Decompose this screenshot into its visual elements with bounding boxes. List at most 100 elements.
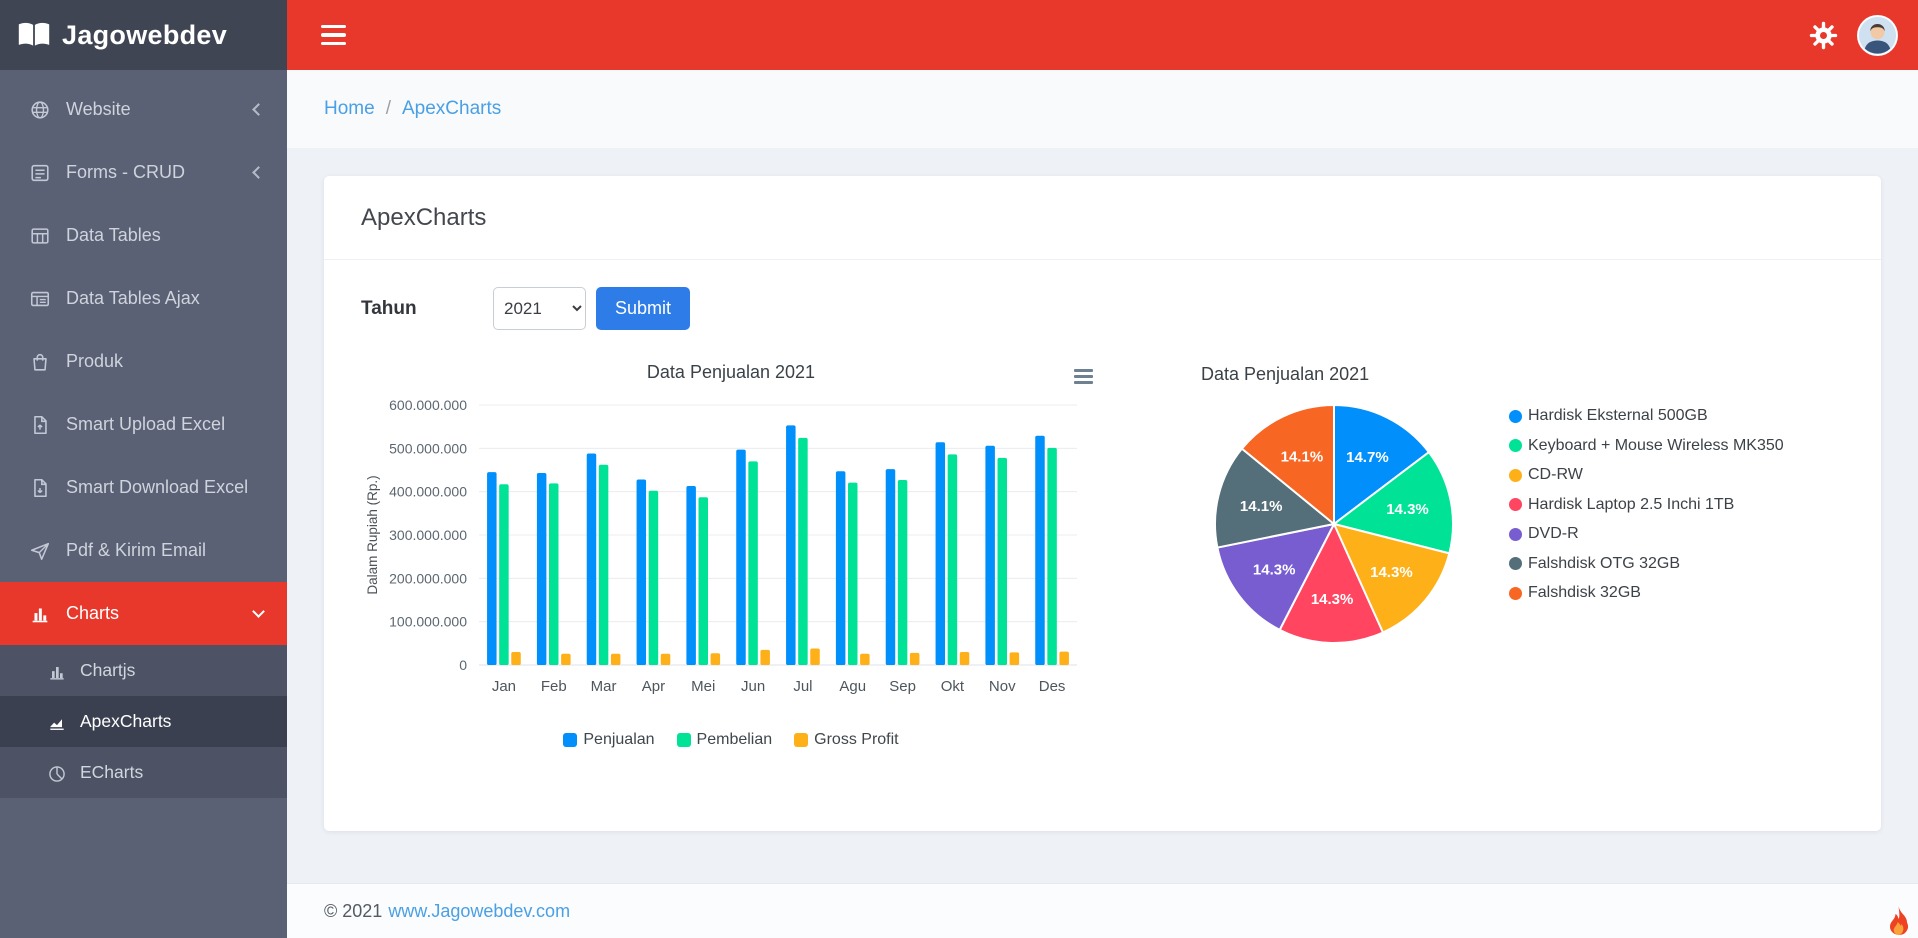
sidebar-item-produk[interactable]: Produk: [0, 330, 287, 393]
breadcrumb-home-link[interactable]: Home: [324, 98, 375, 119]
sidebar-item-smart-download-excel[interactable]: Smart Download Excel: [0, 456, 287, 519]
chart-menu-icon[interactable]: [1070, 362, 1097, 391]
x-tick-label: Okt: [941, 678, 965, 695]
bar-gross-profit-des[interactable]: [1059, 651, 1069, 665]
bar-penjualan-apr[interactable]: [636, 479, 647, 665]
bar-penjualan-des[interactable]: [1035, 435, 1045, 665]
bar-pembelian-mar[interactable]: [598, 464, 609, 665]
bar-gross-profit-jul[interactable]: [810, 648, 820, 665]
y-tick-label: 400.000.000: [389, 484, 467, 500]
submit-button[interactable]: Submit: [596, 287, 691, 330]
bar-penjualan-jan[interactable]: [487, 472, 497, 665]
pie-slice-keyboard-mouse-wireless-mk350[interactable]: [1331, 450, 1454, 555]
sidebar-item-label: Website: [66, 99, 131, 119]
bar-gross-profit-okt[interactable]: [959, 652, 970, 665]
footer-link[interactable]: www.Jagowebdev.com: [388, 900, 571, 921]
legend-label: DVD-R: [1528, 525, 1579, 542]
sidebar-item-pdf-kirim-email[interactable]: Pdf & Kirim Email: [0, 519, 287, 582]
bar-gross-profit-jun[interactable]: [760, 649, 770, 665]
y-tick-label: 600.000.000: [389, 397, 467, 413]
bar-gross-profit-apr[interactable]: [660, 653, 671, 665]
legend-label: Pembelian: [696, 731, 773, 748]
y-tick-label: 0: [459, 657, 467, 673]
sidebar-item-label: Data Tables: [66, 225, 161, 245]
bar-pembelian-jan[interactable]: [499, 484, 509, 665]
bar-gross-profit-mar[interactable]: [610, 653, 621, 665]
bar-pembelian-des[interactable]: [1047, 447, 1057, 665]
brand-name: Jagowebdev: [62, 19, 228, 50]
sidebar-item-echarts[interactable]: ECharts: [0, 747, 287, 798]
bar-pembelian-jun[interactable]: [748, 461, 758, 665]
bar-penjualan-mei[interactable]: [686, 486, 696, 665]
legend-marker-icon: [563, 733, 578, 747]
bar-pembelian-feb[interactable]: [549, 483, 559, 665]
pie-slice-falshdisk-otg-32gb[interactable]: [1214, 447, 1337, 549]
sidebar-item-forms-crud[interactable]: Forms - CRUD: [0, 141, 287, 204]
bar-pembelian-nov[interactable]: [997, 457, 1008, 665]
sidebar-item-label: Smart Upload Excel: [66, 414, 226, 434]
flame-icon[interactable]: [1885, 905, 1912, 936]
bar-pembelian-sep[interactable]: [897, 479, 908, 665]
brand[interactable]: Jagowebdev: [0, 0, 287, 70]
pie-slice-hardisk-eksternal-500gb[interactable]: [1333, 403, 1431, 527]
bar-gross-profit-feb[interactable]: [561, 653, 571, 665]
bar-legend-item-gross-profit[interactable]: Gross Profit: [794, 731, 899, 749]
sidebar-item-smart-upload-excel[interactable]: Smart Upload Excel: [0, 393, 287, 456]
bar-gross-profit-sep[interactable]: [909, 652, 920, 665]
bar-penjualan-nov[interactable]: [985, 445, 995, 665]
pie-slice-falshdisk-32gb[interactable]: [1240, 403, 1335, 527]
top-navbar: [287, 0, 1918, 70]
footer: © 2021 www.Jagowebdev.com: [287, 883, 1918, 938]
sidebar-toggle-button[interactable]: [315, 19, 352, 52]
bar-penjualan-agu[interactable]: [835, 471, 846, 665]
pie-legend-item-cd-rw[interactable]: CD-RW: [1509, 466, 1784, 484]
pie-legend-item-keyboard-mouse-wireless-mk350[interactable]: Keyboard + Mouse Wireless MK350: [1509, 437, 1784, 455]
sidebar-item-label: Data Tables Ajax: [66, 288, 200, 308]
legend-marker-icon: [676, 733, 691, 747]
legend-label: Hardisk Eksternal 500GB: [1528, 407, 1708, 424]
bar-penjualan-okt[interactable]: [935, 442, 946, 665]
user-avatar[interactable]: [1857, 14, 1898, 56]
bar-penjualan-jul[interactable]: [786, 425, 796, 665]
legend-marker-icon: [1509, 498, 1522, 511]
sidebar-item-data-tables-ajax[interactable]: Data Tables Ajax: [0, 267, 287, 330]
bar-pembelian-apr[interactable]: [648, 490, 659, 665]
bar-gross-profit-jan[interactable]: [511, 652, 521, 665]
pie-legend-item-falshdisk-32gb[interactable]: Falshdisk 32GB: [1509, 584, 1784, 602]
pie-slice-hardisk-laptop-2-5-inchi-1tb[interactable]: [1278, 521, 1385, 644]
bar-legend-item-penjualan[interactable]: Penjualan: [563, 731, 655, 749]
pie-slice-cd-rw[interactable]: [1332, 522, 1451, 634]
x-tick-label: Agu: [839, 678, 866, 695]
pie-slice-label: 14.3%: [1386, 501, 1429, 518]
pie-legend-item-hardisk-laptop-2-5-inchi-1tb[interactable]: Hardisk Laptop 2.5 Inchi 1TB: [1509, 496, 1784, 514]
bar-penjualan-mar[interactable]: [586, 453, 597, 665]
bar-chart-legend: Penjualan Pembelian Gross Profit: [361, 731, 1101, 749]
sidebar-item-data-tables[interactable]: Data Tables: [0, 204, 287, 267]
sidebar-item-website[interactable]: Website: [0, 78, 287, 141]
bar-pembelian-agu[interactable]: [848, 482, 858, 665]
table-icon: [29, 225, 51, 247]
pie-legend-item-falshdisk-otg-32gb[interactable]: Falshdisk OTG 32GB: [1509, 555, 1784, 573]
y-tick-label: 200.000.000: [389, 570, 467, 586]
bar-penjualan-feb[interactable]: [536, 473, 547, 665]
pie-legend-item-dvd-r[interactable]: DVD-R: [1509, 525, 1784, 543]
bar-penjualan-jun[interactable]: [736, 449, 746, 665]
year-select[interactable]: 2021: [493, 287, 586, 330]
sidebar-item-apexcharts[interactable]: ApexCharts: [0, 696, 287, 747]
sidebar-item-charts[interactable]: Charts: [0, 582, 287, 645]
sidebar-menu: Website Forms - CRUD Data Tables Data Table…: [0, 70, 287, 798]
sidebar-item-chartjs[interactable]: Chartjs: [0, 645, 287, 696]
bar-gross-profit-mei[interactable]: [710, 653, 721, 665]
pie-slice-dvd-r[interactable]: [1216, 522, 1336, 632]
bar-gross-profit-nov[interactable]: [1009, 652, 1020, 665]
breadcrumb-current-link[interactable]: ApexCharts: [401, 98, 502, 119]
bar-penjualan-sep[interactable]: [885, 469, 896, 665]
bar-pembelian-jul[interactable]: [798, 437, 808, 665]
bar-pembelian-okt[interactable]: [947, 454, 958, 665]
bar-legend-item-pembelian[interactable]: Pembelian: [676, 731, 773, 749]
pie-legend-item-hardisk-eksternal-500gb[interactable]: Hardisk Eksternal 500GB: [1509, 407, 1784, 425]
legend-label: Keyboard + Mouse Wireless MK350: [1528, 436, 1784, 454]
bar-gross-profit-agu[interactable]: [860, 653, 870, 665]
settings-gear-icon[interactable]: [1808, 20, 1839, 51]
bar-pembelian-mei[interactable]: [698, 497, 709, 665]
